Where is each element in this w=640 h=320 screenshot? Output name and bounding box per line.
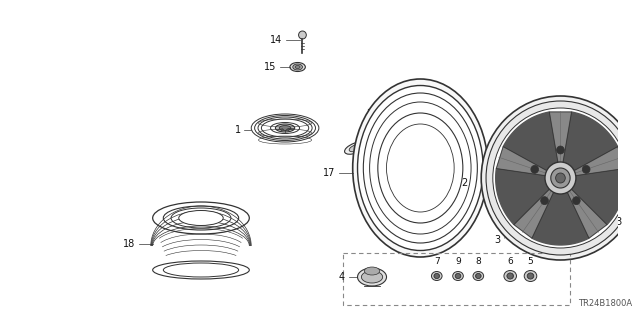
Ellipse shape: [515, 231, 528, 238]
Ellipse shape: [292, 64, 303, 70]
Text: 4: 4: [339, 272, 345, 282]
Polygon shape: [514, 188, 554, 238]
Circle shape: [535, 130, 541, 136]
Text: 17: 17: [323, 168, 335, 178]
Text: 10: 10: [365, 148, 378, 158]
Polygon shape: [532, 191, 589, 245]
Circle shape: [612, 184, 620, 192]
Ellipse shape: [504, 270, 516, 282]
Circle shape: [368, 110, 374, 116]
Text: 14: 14: [270, 35, 282, 45]
Circle shape: [456, 274, 460, 278]
Circle shape: [435, 274, 439, 278]
Ellipse shape: [473, 271, 484, 281]
Text: TR24B1800A: TR24B1800A: [578, 299, 632, 308]
Polygon shape: [496, 169, 550, 225]
Text: 18: 18: [123, 239, 135, 249]
Text: 3: 3: [377, 105, 383, 115]
Circle shape: [493, 108, 628, 248]
Text: 1: 1: [234, 125, 241, 135]
Ellipse shape: [527, 273, 534, 279]
Bar: [343, 253, 570, 305]
Text: 13: 13: [611, 217, 623, 227]
Ellipse shape: [455, 274, 461, 278]
Circle shape: [545, 162, 576, 194]
Polygon shape: [497, 147, 548, 176]
Ellipse shape: [507, 273, 513, 279]
Circle shape: [476, 274, 481, 278]
Circle shape: [541, 197, 548, 205]
Text: 5: 5: [527, 257, 533, 266]
Circle shape: [508, 273, 513, 279]
Polygon shape: [570, 169, 625, 225]
Circle shape: [527, 273, 533, 279]
Ellipse shape: [452, 271, 463, 281]
Text: 11: 11: [531, 117, 544, 127]
Ellipse shape: [362, 271, 383, 283]
Text: 16: 16: [605, 165, 617, 175]
Circle shape: [486, 101, 635, 255]
Ellipse shape: [358, 268, 387, 286]
Polygon shape: [549, 112, 572, 164]
Polygon shape: [566, 188, 607, 238]
Ellipse shape: [275, 124, 294, 132]
Ellipse shape: [476, 274, 481, 278]
Circle shape: [481, 96, 640, 260]
Circle shape: [551, 168, 570, 188]
Ellipse shape: [591, 216, 604, 228]
Circle shape: [556, 173, 565, 183]
Ellipse shape: [279, 125, 291, 131]
Ellipse shape: [358, 85, 483, 251]
Circle shape: [593, 218, 601, 226]
Ellipse shape: [519, 233, 525, 237]
Ellipse shape: [290, 62, 305, 71]
Ellipse shape: [434, 274, 440, 278]
Text: 15: 15: [264, 62, 276, 72]
Circle shape: [557, 146, 564, 154]
Text: 8: 8: [476, 257, 481, 266]
Ellipse shape: [364, 267, 380, 275]
Ellipse shape: [431, 271, 442, 281]
Ellipse shape: [295, 66, 300, 68]
Text: 2: 2: [461, 178, 468, 188]
Text: 6: 6: [508, 257, 513, 266]
Circle shape: [582, 165, 590, 173]
Ellipse shape: [561, 143, 580, 153]
Ellipse shape: [344, 142, 367, 154]
Ellipse shape: [511, 229, 532, 241]
Circle shape: [531, 165, 539, 173]
Text: 9: 9: [455, 257, 461, 266]
Ellipse shape: [179, 211, 223, 226]
Ellipse shape: [586, 212, 609, 232]
Ellipse shape: [353, 79, 488, 257]
Text: 7: 7: [434, 257, 440, 266]
Polygon shape: [503, 112, 558, 172]
Circle shape: [573, 197, 580, 205]
Ellipse shape: [565, 146, 575, 150]
Ellipse shape: [349, 144, 362, 152]
Ellipse shape: [378, 113, 463, 223]
Text: 12: 12: [578, 143, 590, 153]
Text: 3: 3: [495, 235, 500, 245]
Polygon shape: [563, 112, 618, 172]
Circle shape: [299, 31, 307, 39]
Ellipse shape: [524, 270, 537, 282]
Circle shape: [610, 181, 623, 195]
Polygon shape: [572, 147, 625, 176]
